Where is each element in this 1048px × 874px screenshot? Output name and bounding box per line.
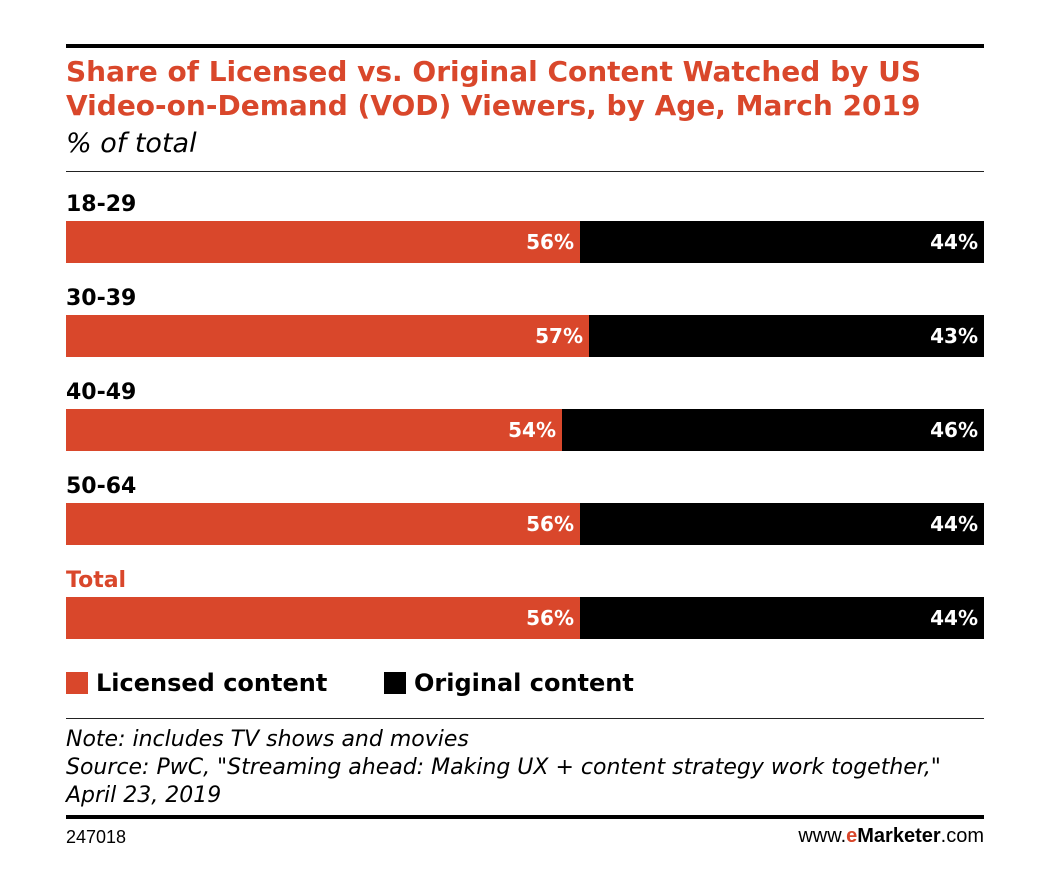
bar-row: 56% 44% [66, 221, 984, 263]
bar-original [562, 409, 984, 451]
brand-e: e [846, 825, 858, 847]
chart-subtitle: % of total [66, 128, 197, 159]
legend-swatch-original [384, 672, 406, 694]
bar-row: 56% 44% [66, 597, 984, 639]
bar-original [580, 221, 984, 263]
footnote: Note: includes TV shows and movies Sourc… [66, 726, 986, 810]
footer-rule [66, 718, 984, 719]
value-label-original: 44% [930, 512, 978, 536]
category-label: 40-49 [66, 380, 137, 405]
header-rule [66, 171, 984, 172]
chart-id: 247018 [66, 827, 127, 847]
brand-suffix: .com [940, 825, 984, 847]
bar-original [580, 503, 984, 545]
bar-original [580, 597, 984, 639]
category-label: 50-64 [66, 474, 137, 499]
value-label-original: 43% [930, 324, 978, 348]
legend-label-licensed: Licensed content [96, 669, 328, 697]
value-label-licensed: 56% [526, 230, 574, 254]
bar-original [589, 315, 984, 357]
bar-licensed [66, 597, 580, 639]
bar-row: 57% 43% [66, 315, 984, 357]
bar-licensed [66, 503, 580, 545]
bar-licensed [66, 221, 580, 263]
chart-title: Share of Licensed vs. Original Content W… [66, 55, 922, 122]
bar-row: 54% 46% [66, 409, 984, 451]
value-label-original: 46% [930, 418, 978, 442]
brand-name: Marketer [857, 825, 941, 847]
legend-swatch-licensed [66, 672, 88, 694]
note-text: Note: includes TV shows and movies [66, 727, 469, 752]
top-rule [66, 44, 984, 48]
source-text: Source: PwC, "Streaming ahead: Making UX… [66, 755, 941, 808]
bottom-rule [66, 815, 984, 819]
value-label-original: 44% [930, 606, 978, 630]
category-label: 30-39 [66, 286, 137, 311]
bar-row: 56% 44% [66, 503, 984, 545]
bar-licensed [66, 315, 589, 357]
category-label: 18-29 [66, 192, 137, 217]
value-label-licensed: 56% [526, 512, 574, 536]
category-label: Total [66, 568, 127, 593]
bar-licensed [66, 409, 562, 451]
brand-prefix: www. [798, 825, 847, 847]
legend-label-original: Original content [414, 669, 634, 697]
value-label-licensed: 54% [508, 418, 556, 442]
value-label-licensed: 56% [526, 606, 574, 630]
value-label-licensed: 57% [535, 324, 583, 348]
emarketer-logo[interactable]: www.eMarketer.com [798, 824, 984, 848]
value-label-original: 44% [930, 230, 978, 254]
